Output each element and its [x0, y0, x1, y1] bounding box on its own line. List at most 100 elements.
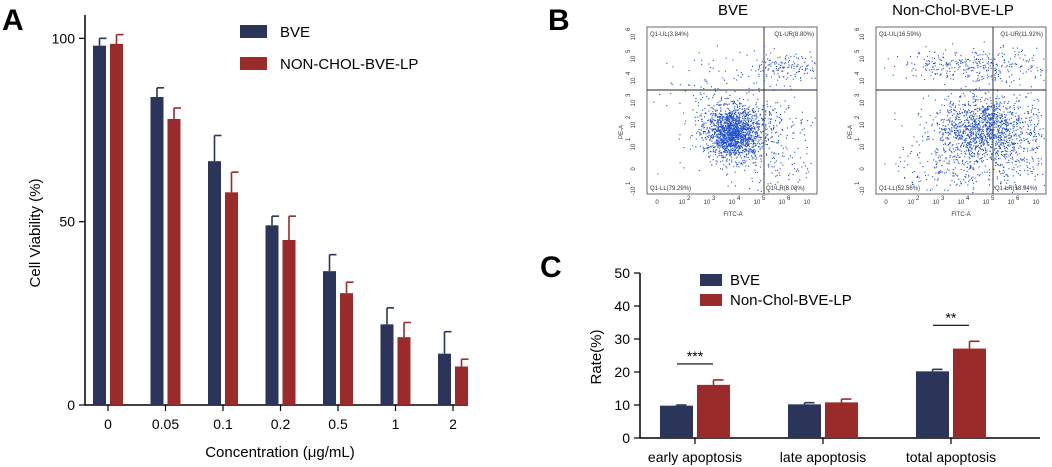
- flow-event-dot: [727, 140, 729, 142]
- flow-event-dot: [750, 113, 752, 115]
- flow-event-dot: [884, 67, 886, 69]
- flow-event-dot: [698, 52, 700, 54]
- flow-event-dot: [982, 154, 984, 156]
- flow-event-dot: [753, 115, 755, 117]
- flow-event-dot: [718, 112, 720, 114]
- flow-event-dot: [747, 139, 749, 141]
- flow-event-dot: [977, 54, 979, 56]
- flow-event-dot: [762, 131, 764, 133]
- flow-event-dot: [996, 152, 998, 154]
- flow-event-dot: [989, 119, 991, 121]
- flow-event-dot: [729, 94, 731, 96]
- flow-event-dot: [760, 70, 762, 72]
- flow-event-dot: [672, 66, 674, 68]
- flow-event-dot: [737, 99, 739, 101]
- flow-event-dot: [990, 128, 992, 130]
- flow-event-dot: [795, 190, 797, 192]
- flow-event-dot: [989, 172, 991, 174]
- flow-event-dot: [734, 90, 736, 92]
- flow-event-dot: [919, 124, 921, 126]
- flow-event-dot: [757, 127, 759, 129]
- flow-event-dot: [987, 135, 989, 137]
- flow-event-dot: [734, 161, 736, 163]
- flow-event-dot: [958, 104, 960, 106]
- flow-event-dot: [967, 149, 969, 151]
- flow-event-dot: [995, 119, 997, 121]
- flow-event-dot: [948, 149, 950, 151]
- flow-event-dot: [788, 66, 790, 68]
- flow-event-dot: [927, 63, 929, 65]
- flow-event-dot: [965, 176, 967, 178]
- flow-event-dot: [1005, 107, 1007, 109]
- flow-event-dot: [740, 157, 742, 159]
- flow-event-dot: [1000, 47, 1002, 49]
- flow-event-dot: [743, 119, 745, 121]
- flow-event-dot: [951, 129, 953, 131]
- flow-event-dot: [977, 67, 979, 69]
- flow-event-dot: [724, 121, 726, 123]
- flow-event-dot: [813, 62, 815, 64]
- flow-event-dot: [703, 150, 705, 152]
- flow-event-dot: [749, 148, 751, 150]
- flow-event-dot: [983, 142, 985, 144]
- flow-event-dot: [1032, 59, 1034, 61]
- flow-event-dot: [732, 124, 734, 126]
- flow-event-dot: [721, 115, 723, 117]
- flow-event-dot: [761, 145, 763, 147]
- flow-event-dot: [739, 148, 741, 150]
- flow-event-dot: [984, 110, 986, 112]
- flow-event-dot: [1004, 124, 1006, 126]
- flow-event-dot: [736, 156, 738, 158]
- flow-event-dot: [724, 127, 726, 129]
- flow-event-dot: [735, 128, 737, 130]
- flow-event-dot: [968, 137, 970, 139]
- flow-event-dot: [1038, 146, 1040, 148]
- flow-event-dot: [948, 169, 950, 171]
- flow-event-dot: [986, 77, 988, 79]
- flow-event-dot: [743, 123, 745, 125]
- flow-event-dot: [975, 134, 977, 136]
- flow-event-dot: [726, 128, 728, 130]
- flow-event-dot: [989, 137, 991, 139]
- flow-event-dot: [1020, 51, 1022, 53]
- flow-event-dot: [725, 138, 727, 140]
- flow-event-dot: [725, 149, 727, 151]
- flow-event-dot: [1017, 108, 1019, 110]
- flow-event-dot: [715, 150, 717, 152]
- flow-event-dot: [773, 62, 775, 64]
- flow-event-dot: [935, 116, 937, 118]
- flow-event-dot: [751, 124, 753, 126]
- flow-event-dot: [936, 184, 938, 186]
- flow-event-dot: [801, 129, 803, 131]
- flow-event-dot: [984, 113, 986, 115]
- flow-event-dot: [1034, 139, 1036, 141]
- flow-event-dot: [666, 62, 668, 64]
- flow-event-dot: [925, 122, 927, 124]
- flow-event-dot: [742, 138, 744, 140]
- flow-event-dot: [1001, 113, 1003, 115]
- flow-event-dot: [750, 155, 752, 157]
- flow-event-dot: [718, 119, 720, 121]
- flow-event-dot: [996, 118, 998, 120]
- flow-event-dot: [911, 151, 913, 153]
- flow-event-dot: [758, 142, 760, 144]
- flow-event-dot: [711, 125, 713, 127]
- flow-event-dot: [982, 106, 984, 108]
- flow-event-dot: [999, 117, 1001, 119]
- flow-event-dot: [988, 105, 990, 107]
- flow-event-dot: [735, 121, 737, 123]
- flow-event-dot: [978, 116, 980, 118]
- flow-event-dot: [978, 61, 980, 63]
- flow-event-dot: [1001, 114, 1003, 116]
- flow-event-dot: [961, 121, 963, 123]
- flow-event-dot: [759, 113, 761, 115]
- flow-event-dot: [748, 76, 750, 78]
- flow-event-dot: [975, 146, 977, 148]
- flow-event-dot: [757, 98, 759, 100]
- flow-event-dot: [725, 156, 727, 158]
- flow-event-dot: [705, 133, 707, 135]
- flow-event-dot: [1014, 149, 1016, 151]
- flow-event-dot: [1000, 173, 1002, 175]
- flow-event-dot: [742, 108, 744, 110]
- flow-event-dot: [1030, 111, 1032, 113]
